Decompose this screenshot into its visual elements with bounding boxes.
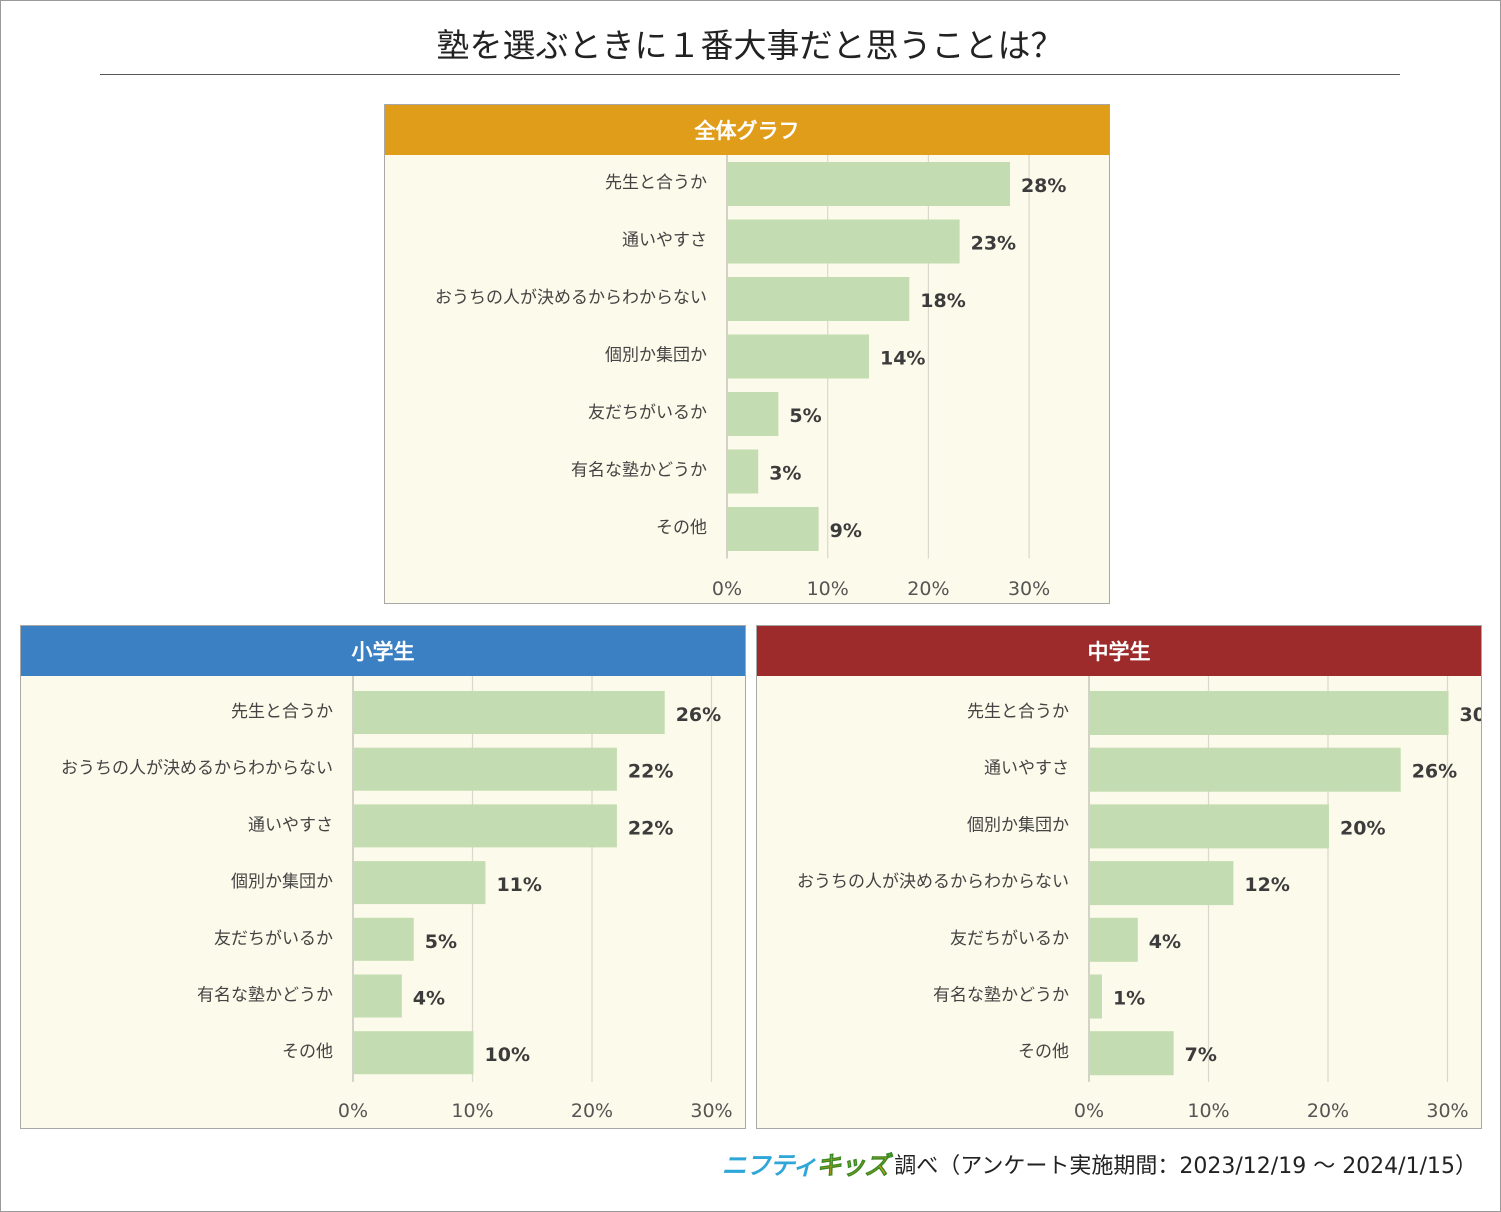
category-label: おうちの人が決めるからわからない — [435, 288, 707, 308]
value-label: 22% — [628, 761, 673, 783]
category-label: その他 — [1018, 1042, 1069, 1062]
category-label: 友だちがいるか — [950, 929, 1069, 949]
category-label: その他 — [656, 518, 707, 538]
bar — [728, 392, 779, 436]
value-label: 30% — [1460, 704, 1482, 726]
x-tick-label: 0% — [338, 1100, 368, 1122]
value-label: 22% — [628, 817, 673, 839]
value-label: 1% — [1113, 988, 1145, 1010]
bar — [1090, 691, 1449, 735]
bar — [728, 334, 869, 379]
value-label: 5% — [789, 405, 821, 427]
bar — [1090, 804, 1329, 849]
value-label: 7% — [1185, 1044, 1217, 1066]
category-label: 個別か集団か — [605, 346, 707, 366]
value-label: 4% — [413, 988, 445, 1010]
source-footer: ニフティ キッズ 調べ（アンケート実施期間：2023/12/19 ～ 2024/… — [722, 1146, 1477, 1182]
x-tick-label: 10% — [1187, 1100, 1229, 1122]
value-label: 11% — [496, 874, 541, 896]
x-tick-label: 10% — [807, 578, 849, 600]
brand-logo: ニフティ キッズ — [721, 1146, 890, 1182]
bar — [1090, 1031, 1174, 1076]
value-label: 3% — [769, 463, 801, 485]
category-label: 個別か集団か — [967, 815, 1069, 835]
elementary-chart-panel: 小学生 先生と合うか 26% おうちの人が決めるからわからない 22% 通いやすさ 22%… — [20, 625, 746, 1129]
x-tick-label: 30% — [1426, 1100, 1468, 1122]
category-label: 通いやすさ — [248, 815, 333, 835]
bar — [728, 277, 910, 321]
value-label: 10% — [485, 1044, 530, 1066]
x-tick-label: 30% — [690, 1100, 732, 1122]
x-tick-label: 20% — [571, 1100, 613, 1122]
category-label: 有名な塾かどうか — [571, 460, 707, 481]
value-label: 14% — [880, 348, 925, 370]
junior-high-chart-panel: 中学生 先生と合うか 30% 通いやすさ 26% 個別か集団か 20% おうちの人が決めるか… — [756, 625, 1482, 1129]
value-label: 28% — [1021, 175, 1066, 197]
bar — [354, 861, 486, 905]
x-tick-label: 20% — [907, 578, 949, 600]
category-label: 先生と合うか — [967, 702, 1069, 722]
overall-chart-header: 全体グラフ — [385, 105, 1109, 155]
bar — [1090, 747, 1401, 792]
category-label: 通いやすさ — [622, 231, 707, 251]
x-tick-label: 0% — [712, 578, 742, 600]
category-label: 友だちがいるか — [214, 929, 333, 949]
x-tick-label: 20% — [1307, 1100, 1349, 1122]
bar — [728, 449, 759, 494]
category-label: 先生と合うか — [231, 702, 333, 722]
value-label: 5% — [425, 931, 457, 953]
bar — [1090, 974, 1102, 1019]
bar — [354, 974, 402, 1018]
value-label: 12% — [1244, 874, 1289, 896]
page-title: 塾を選ぶときに１番大事だと思うことは？ — [436, 26, 1064, 65]
category-label: 個別か集団か — [231, 872, 333, 892]
category-label: 通いやすさ — [984, 759, 1069, 779]
brand-logo-part2: キッズ — [816, 1151, 890, 1181]
elementary-chart-header: 小学生 — [21, 626, 745, 676]
x-tick-label: 10% — [451, 1100, 493, 1122]
category-label: 有名な塾かどうか — [197, 985, 333, 1006]
bar — [1090, 861, 1234, 906]
bar — [354, 917, 414, 961]
category-label: 友だちがいるか — [588, 403, 707, 423]
bar — [728, 507, 819, 551]
value-label: 4% — [1149, 931, 1181, 953]
junior-high-chart-header: 中学生 — [757, 626, 1481, 676]
overall-chart: 先生と合うか 28% 通いやすさ 23% おうちの人が決めるからわからない 18% 個別か集… — [435, 155, 1066, 600]
x-tick-label: 0% — [1074, 1100, 1104, 1122]
bar — [728, 162, 1010, 206]
x-tick-label: 30% — [1008, 578, 1050, 600]
bar — [354, 691, 665, 734]
bar — [354, 747, 617, 791]
brand-logo-part1: ニフティ — [721, 1151, 818, 1180]
value-label: 26% — [676, 704, 721, 726]
bar — [354, 804, 617, 848]
survey-period-text: 調べ（アンケート実施期間：2023/12/19 ～ 2024/1/15） — [894, 1154, 1477, 1179]
value-label: 23% — [971, 233, 1016, 255]
junior-high-chart: 先生と合うか 30% 通いやすさ 26% 個別か集団か 20% おうちの人が決めるからわから… — [797, 676, 1482, 1122]
bar — [728, 219, 960, 264]
category-label: 有名な塾かどうか — [933, 985, 1069, 1006]
bar — [1090, 917, 1138, 962]
elementary-chart: 先生と合うか 26% おうちの人が決めるからわからない 22% 通いやすさ 22% 個別か集… — [61, 676, 733, 1122]
category-label: おうちの人が決めるからわからない — [797, 872, 1069, 892]
title-divider — [100, 74, 1400, 75]
value-label: 18% — [920, 290, 965, 312]
category-label: 先生と合うか — [605, 173, 707, 193]
bar — [354, 1031, 474, 1075]
value-label: 26% — [1412, 761, 1457, 783]
overall-chart-panel: 全体グラフ 先生と合うか 28% 通いやすさ 23% おうちの人が決めるからわからない 1… — [384, 104, 1110, 604]
category-label: その他 — [282, 1042, 333, 1062]
value-label: 9% — [830, 520, 862, 542]
category-label: おうちの人が決めるからわからない — [61, 759, 333, 779]
value-label: 20% — [1340, 817, 1385, 839]
